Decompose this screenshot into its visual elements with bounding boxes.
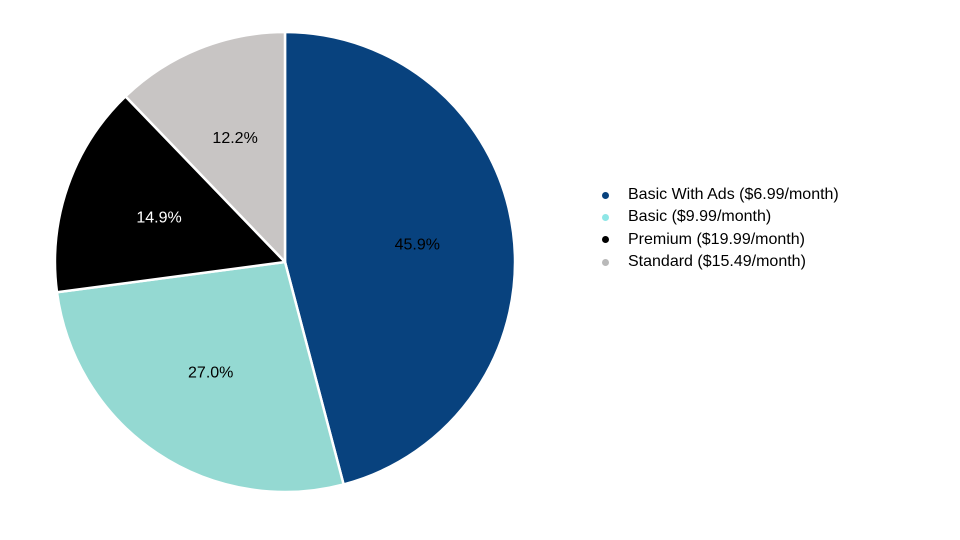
pie-slice xyxy=(124,30,287,264)
pie-data-label: 12.2% xyxy=(212,130,257,147)
pie-data-label: 14.9% xyxy=(136,209,181,226)
legend-label: Standard ($15.49/month) xyxy=(628,253,806,271)
pie-slices xyxy=(53,30,517,494)
legend-item-standard: Standard ($15.49/month) xyxy=(602,251,839,273)
pie-data-label: 27.0% xyxy=(188,364,233,381)
legend-marker xyxy=(602,213,609,221)
legend-item-basic: Basic ($9.99/month) xyxy=(602,206,839,228)
pie-slice xyxy=(55,260,345,494)
legend-marker xyxy=(602,258,609,266)
pie-slice xyxy=(283,30,517,486)
chart-legend: Basic With Ads ($6.99/month) Basic ($9.9… xyxy=(602,184,839,273)
legend-marker xyxy=(602,236,609,244)
pie-slice xyxy=(53,95,287,294)
pie-data-label: 45.9% xyxy=(395,236,440,253)
legend-marker xyxy=(602,191,609,199)
legend-label: Basic ($9.99/month) xyxy=(628,208,772,226)
legend-item-basic-with-ads: Basic With Ads ($6.99/month) xyxy=(602,184,839,206)
legend-label: Premium ($19.99/month) xyxy=(628,230,805,248)
legend-label: Basic With Ads ($6.99/month) xyxy=(628,186,839,204)
legend-item-premium: Premium ($19.99/month) xyxy=(602,229,839,251)
pie-data-labels: 45.9% 27.0% 14.9% 12.2% xyxy=(136,130,440,382)
